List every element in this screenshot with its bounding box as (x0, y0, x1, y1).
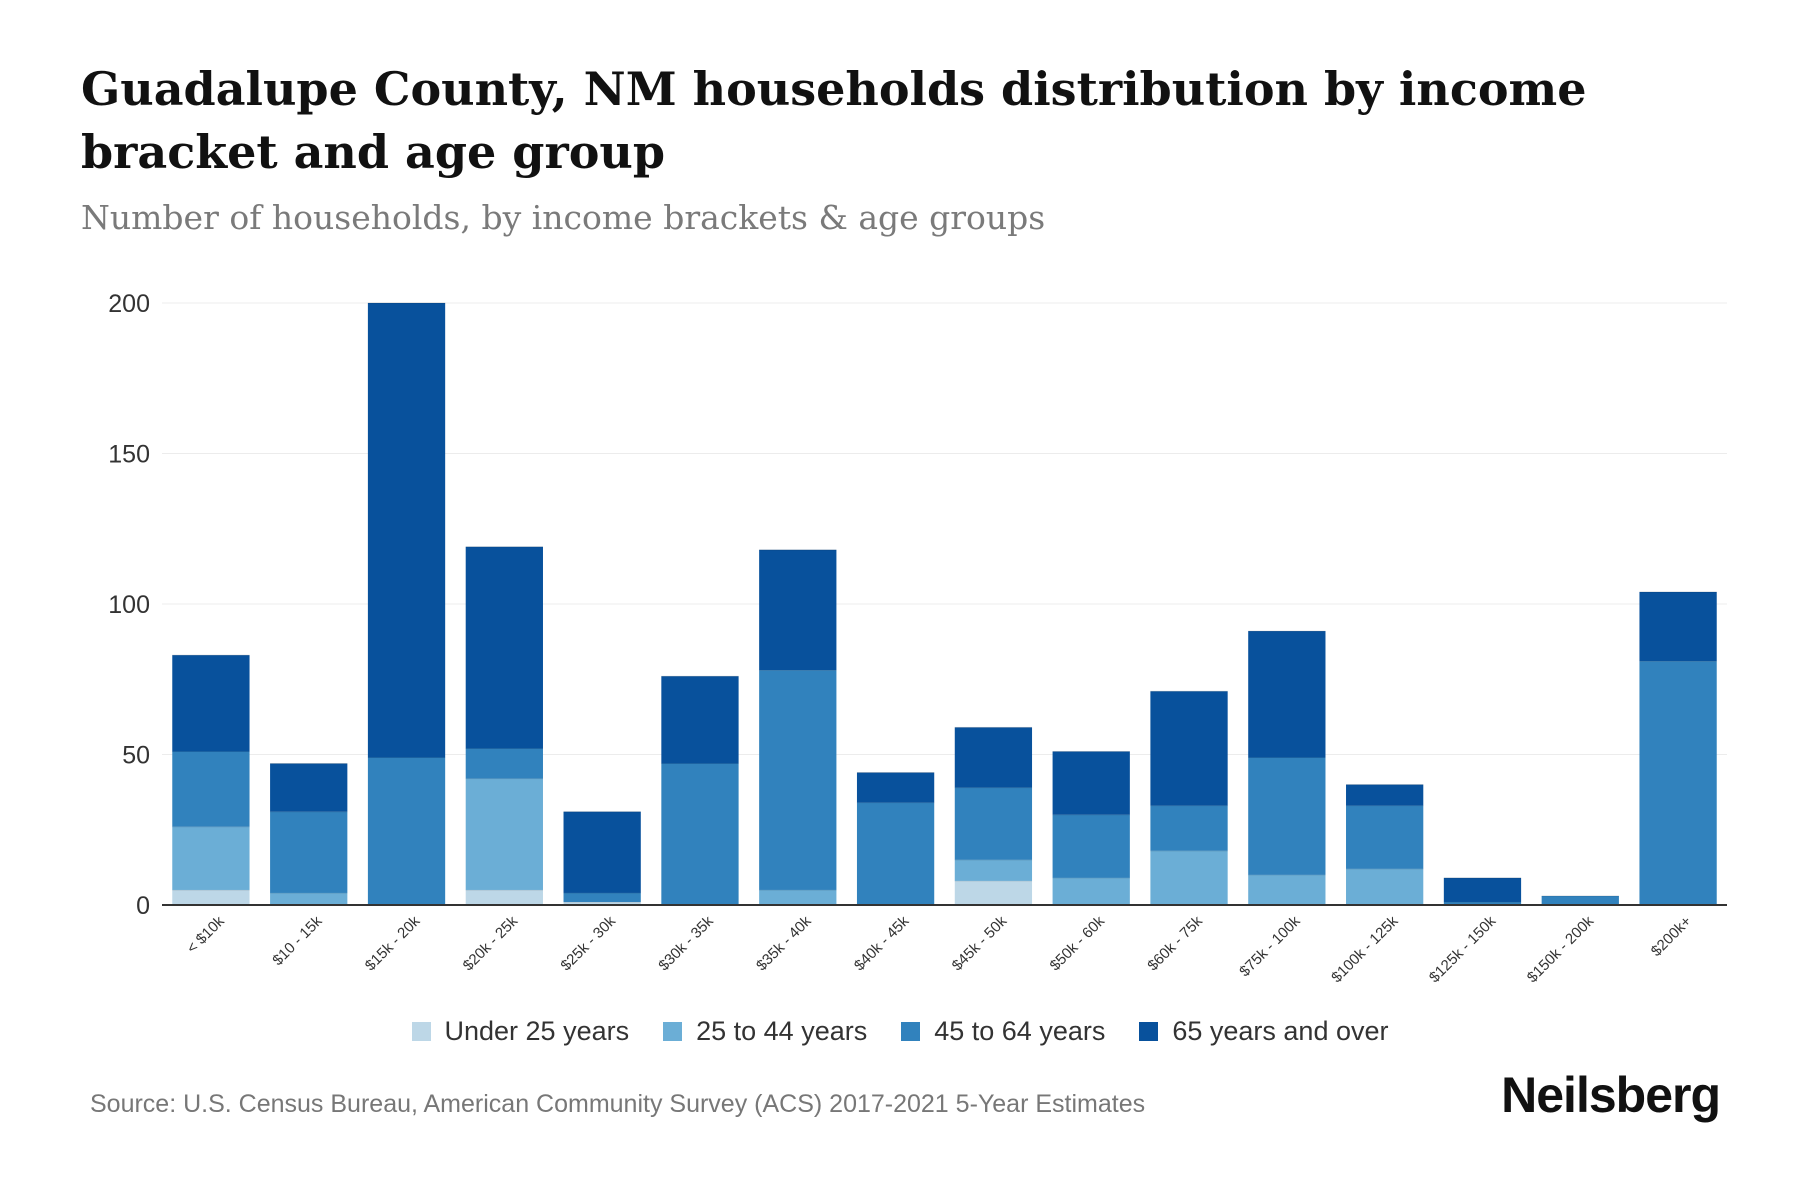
bar-segment (856, 802, 935, 905)
legend: Under 25 years 25 to 44 years 45 to 64 yea… (0, 1016, 1800, 1047)
bar-segment (1346, 784, 1424, 806)
bar-segment (270, 892, 348, 905)
x-tick-label: $45k - 50k (949, 912, 1011, 974)
y-tick-label: 0 (136, 892, 150, 920)
x-tick-label: $75k - 100k (1236, 912, 1304, 980)
legend-item: 45 to 64 years (901, 1016, 1105, 1047)
bar-segment (1052, 814, 1130, 878)
bar-segment (172, 751, 250, 827)
bar-segment (563, 811, 641, 893)
bar-segment (954, 859, 1033, 881)
legend-swatch (663, 1022, 683, 1041)
bar-segment (563, 901, 641, 905)
bar-segment (1443, 877, 1522, 902)
legend-swatch (901, 1022, 921, 1041)
x-tick-label: $60k - 75k (1144, 912, 1206, 974)
legend-label: Under 25 years (444, 1016, 630, 1046)
bar-segment (954, 880, 1033, 905)
x-tick-label: $50k - 60k (1046, 912, 1108, 974)
bar-segment (172, 889, 250, 905)
bars (172, 302, 1717, 905)
x-tick-label: $100k - 125k (1328, 912, 1402, 986)
bar-segment (759, 889, 837, 905)
bar-segment (1346, 805, 1424, 869)
x-tick-label: $125k - 150k (1426, 912, 1500, 986)
legend-label: 25 to 44 years (696, 1016, 868, 1046)
legend-item: Under 25 years (411, 1016, 630, 1047)
x-tick-label: $150k - 200k (1524, 912, 1598, 986)
bar-segment (270, 763, 348, 812)
bar-segment (1443, 901, 1522, 905)
x-tick-label: $35k - 40k (753, 912, 815, 974)
bar-segment (1248, 874, 1326, 905)
x-tick-label: $40k - 45k (851, 912, 913, 974)
bar-segment (1052, 877, 1130, 905)
x-tick-label: $15k - 20k (362, 912, 424, 974)
bar-segment (1541, 895, 1619, 905)
y-tick-label: 100 (108, 591, 150, 619)
bar-segment (465, 748, 543, 779)
y-tick-label: 150 (108, 441, 150, 469)
x-axis-ticks: < $10k $10 - 15k $15k - 20k $20k - 25k $25k … (184, 912, 1696, 986)
source-note: Source: U.S. Census Bureau, American Com… (90, 1090, 1146, 1118)
bar-segment (172, 826, 250, 890)
bar-segment (1150, 691, 1228, 806)
bar-segment (172, 655, 250, 752)
legend-item: 25 to 44 years (663, 1016, 867, 1047)
legend-item: 65 years and over (1139, 1016, 1389, 1047)
chart-subtitle: Number of households, by income brackets… (81, 198, 1046, 237)
bar-segment (661, 763, 739, 905)
bar-segment (759, 670, 837, 890)
y-tick-label: 50 (122, 742, 150, 770)
bar-segment (367, 303, 446, 758)
neilsberg-logo: Neilsberg (1501, 1067, 1721, 1123)
legend-label: 45 to 64 years (934, 1016, 1106, 1046)
x-tick-label: $30k - 35k (655, 912, 717, 974)
bar-segment (465, 889, 543, 905)
y-tick-label: 200 (108, 290, 150, 318)
bar-segment (1639, 591, 1717, 662)
bar-segment (856, 772, 935, 803)
bar-segment (954, 787, 1033, 860)
bar-segment (1639, 661, 1717, 905)
bar-segment (1150, 850, 1228, 905)
bar-segment (1150, 805, 1228, 851)
chart-title: Guadalupe County, NM households distribu… (81, 62, 1587, 179)
bar-segment (1248, 757, 1326, 875)
bar-segment (465, 778, 543, 890)
bar-segment (367, 757, 446, 905)
bar-segment (1346, 868, 1424, 905)
x-tick-label: $200k+ (1648, 913, 1695, 960)
legend-swatch (1139, 1022, 1159, 1041)
bar-segment (1248, 631, 1326, 758)
stacked-bar-chart: 0 50 100 150 200 < $10k $10 - 15k $15k - 20k $2… (108, 290, 1727, 986)
bar-segment (759, 549, 837, 671)
x-tick-label: $25k - 30k (557, 912, 619, 974)
bar-segment (661, 676, 739, 764)
legend-swatch (411, 1022, 431, 1041)
bar-segment (1052, 751, 1130, 815)
x-tick-label: $20k - 25k (460, 912, 522, 974)
y-axis-ticks: 0 50 100 150 200 (108, 290, 150, 920)
x-tick-label: < $10k (184, 912, 229, 957)
legend-label: 65 years and over (1172, 1016, 1389, 1046)
bar-segment (563, 892, 641, 902)
bar-segment (465, 546, 543, 749)
x-tick-label: $10 - 15k (269, 912, 326, 969)
bar-segment (954, 727, 1033, 788)
bar-segment (270, 811, 348, 893)
